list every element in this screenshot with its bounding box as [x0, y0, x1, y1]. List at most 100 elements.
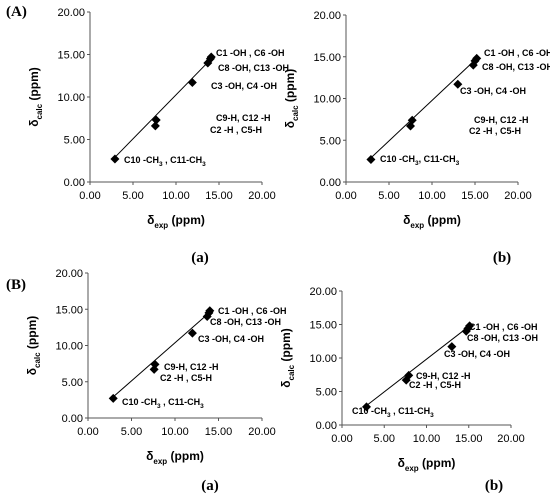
y-tick-label: 15.00: [57, 50, 85, 62]
data-point: [151, 115, 161, 125]
x-tick-label: 5.00: [121, 426, 142, 438]
point-annotation: C1 -OH , C6 -OH: [218, 306, 287, 316]
point-annotation: C3 -OH, C4 -OH: [211, 81, 277, 91]
x-tick-label: 5.00: [122, 190, 143, 202]
data-point: [206, 52, 216, 62]
point-annotation: C1 -OH , C6 -OH: [484, 48, 550, 58]
data-point: [465, 321, 475, 331]
x-axis-title: δexp (ppm): [146, 449, 204, 466]
point-annotation: C10 -CH3 , C11-CH3: [352, 406, 434, 419]
y-tick-label: 20.00: [313, 10, 341, 22]
data-point: [150, 121, 160, 131]
y-tick-label: 10.00: [57, 92, 85, 104]
x-tick-label: 0.00: [331, 433, 352, 445]
y-tick-label: 0.00: [64, 177, 85, 189]
x-tick-label: 20.00: [248, 426, 276, 438]
point-annotation: C9-H, C12 -H: [164, 362, 219, 372]
data-point: [110, 154, 120, 164]
chart-caption: (b): [493, 250, 511, 266]
point-annotation: C3 -OH, C4 -OH: [198, 334, 264, 344]
point-annotation: C2 -H , C5-H: [210, 125, 262, 135]
trendline: [112, 56, 214, 160]
y-tick-label: 0.00: [62, 413, 83, 425]
y-axis-title: δcalc (ppm): [279, 328, 296, 388]
point-annotation: C1 -OH , C6 -OH: [216, 48, 285, 58]
point-annotation: C9-H, C12 -H: [474, 115, 529, 125]
x-tick-label: 10.00: [413, 433, 441, 445]
y-tick-label: 20.00: [55, 268, 83, 280]
y-tick-label: 15.00: [55, 304, 83, 316]
point-annotation: C10 -CH3, C11-CH3: [380, 154, 460, 167]
point-annotation: C3 -OH, C4 -OH: [460, 86, 526, 96]
y-tick-label: 20.00: [309, 286, 337, 298]
point-annotation: C3 -OH, C4 -OH: [444, 349, 510, 359]
y-tick-label: 5.00: [320, 135, 341, 147]
trendline: [368, 57, 478, 160]
point-annotation: C9-H, C12 -H: [416, 371, 471, 381]
x-tick-label: 20.00: [504, 190, 532, 202]
y-tick-label: 5.00: [316, 387, 337, 399]
y-axis-title: δcalc (ppm): [27, 67, 44, 127]
y-tick-label: 20.00: [57, 7, 85, 19]
x-tick-label: 15.00: [455, 433, 483, 445]
y-tick-label: 15.00: [313, 52, 341, 64]
panel-label-a: (A): [6, 4, 27, 20]
x-axis-title: δexp (ppm): [403, 213, 461, 230]
y-tick-label: 0.00: [316, 420, 337, 432]
data-point: [453, 79, 463, 89]
data-point: [150, 359, 160, 369]
x-tick-label: 0.00: [335, 190, 356, 202]
x-tick-label: 20.00: [497, 433, 525, 445]
trendline: [364, 324, 471, 408]
x-tick-label: 0.00: [79, 190, 100, 202]
x-tick-label: 15.00: [461, 190, 489, 202]
x-tick-label: 10.00: [162, 190, 190, 202]
data-point: [407, 115, 417, 125]
point-annotation: C1 -OH , C6 -OH: [469, 322, 538, 332]
y-tick-label: 5.00: [62, 377, 83, 389]
x-axis-title: δexp (ppm): [147, 213, 205, 230]
data-point: [205, 306, 215, 316]
data-point: [108, 393, 118, 403]
x-tick-label: 0.00: [77, 426, 98, 438]
data-point: [362, 402, 372, 412]
y-axis-title: δcalc (ppm): [283, 69, 300, 129]
y-axis-title: δcalc (ppm): [25, 316, 42, 376]
point-annotation: C8 -OH, C13 -OH: [210, 317, 281, 327]
x-tick-label: 5.00: [378, 190, 399, 202]
data-point: [187, 78, 197, 88]
x-axis-title: δexp (ppm): [398, 456, 456, 473]
y-tick-label: 10.00: [313, 94, 341, 106]
trendline: [111, 310, 212, 399]
x-tick-label: 15.00: [205, 190, 233, 202]
x-tick-label: 20.00: [248, 190, 276, 202]
y-tick-label: 10.00: [309, 353, 337, 365]
chart-caption: (a): [201, 478, 219, 494]
y-tick-label: 15.00: [309, 320, 337, 332]
y-tick-label: 0.00: [320, 177, 341, 189]
panel-label-b: (B): [6, 277, 26, 293]
point-annotation: C10 -CH3 , C11-CH3: [124, 155, 206, 168]
point-annotation: C2 -H , C5-H: [160, 373, 212, 383]
chart-caption: (b): [485, 478, 503, 494]
point-annotation: C10 -CH3 , C11-CH3: [122, 397, 204, 410]
data-point: [472, 53, 482, 63]
point-annotation: C8 -OH, C13 -OH: [482, 62, 550, 72]
point-annotation: C9-H, C12 -H: [216, 113, 271, 123]
data-point: [187, 328, 197, 338]
y-tick-label: 5.00: [64, 135, 85, 147]
point-annotation: C8 -OH, C13 -OH: [218, 63, 289, 73]
x-tick-label: 10.00: [418, 190, 446, 202]
data-point: [366, 154, 376, 164]
x-tick-label: 10.00: [161, 426, 189, 438]
data-point: [447, 342, 457, 352]
point-annotation: C2 -H , C5-H: [409, 380, 461, 390]
x-tick-label: 5.00: [374, 433, 395, 445]
y-tick-label: 10.00: [55, 341, 83, 353]
chart-caption: (a): [191, 250, 209, 266]
data-point: [404, 370, 414, 380]
